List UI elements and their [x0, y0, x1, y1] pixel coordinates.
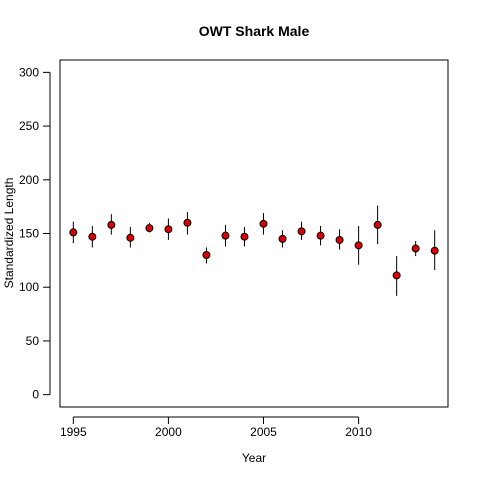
data-point: [430, 246, 439, 255]
data-point: [278, 234, 287, 243]
data-point: [297, 227, 306, 236]
data-point: [69, 228, 78, 237]
y-tick-label: 100: [19, 280, 39, 294]
data-point: [202, 250, 211, 259]
data-point: [126, 233, 135, 242]
x-tick-label: 1995: [60, 425, 87, 439]
x-tick-label: 2010: [345, 425, 372, 439]
y-tick-label: 150: [19, 227, 39, 241]
error-bars: [72, 205, 436, 296]
data-point: [107, 220, 116, 229]
data-point: [316, 231, 325, 240]
plot-frame: [59, 59, 449, 408]
y-tick-label: 200: [19, 173, 39, 187]
x-tick-label: 2005: [250, 425, 277, 439]
data-point: [259, 219, 268, 228]
y-axis-title: Standardized Length: [2, 178, 16, 289]
data-point: [354, 241, 363, 250]
y-tick-label: 50: [26, 334, 40, 348]
data-point: [183, 218, 192, 227]
data-points: [69, 218, 439, 280]
x-tick-label: 2000: [155, 425, 182, 439]
chart-title: OWT Shark Male: [199, 23, 310, 39]
y-tick-label: 0: [32, 388, 39, 402]
y-tick-label: 250: [19, 119, 39, 133]
x-axis: 1995 2000 2005 2010: [60, 416, 372, 439]
data-point: [411, 244, 420, 253]
data-point: [335, 235, 344, 244]
data-point: [88, 232, 97, 241]
y-tick-label: 300: [19, 65, 39, 79]
data-point: [373, 220, 382, 229]
y-axis: 0 50 100 150 200 250 300: [19, 65, 51, 402]
data-point: [392, 271, 401, 280]
data-point: [164, 225, 173, 234]
x-axis-title: Year: [242, 451, 266, 465]
data-point: [221, 231, 230, 240]
data-point: [240, 232, 249, 241]
data-point: [145, 224, 154, 233]
